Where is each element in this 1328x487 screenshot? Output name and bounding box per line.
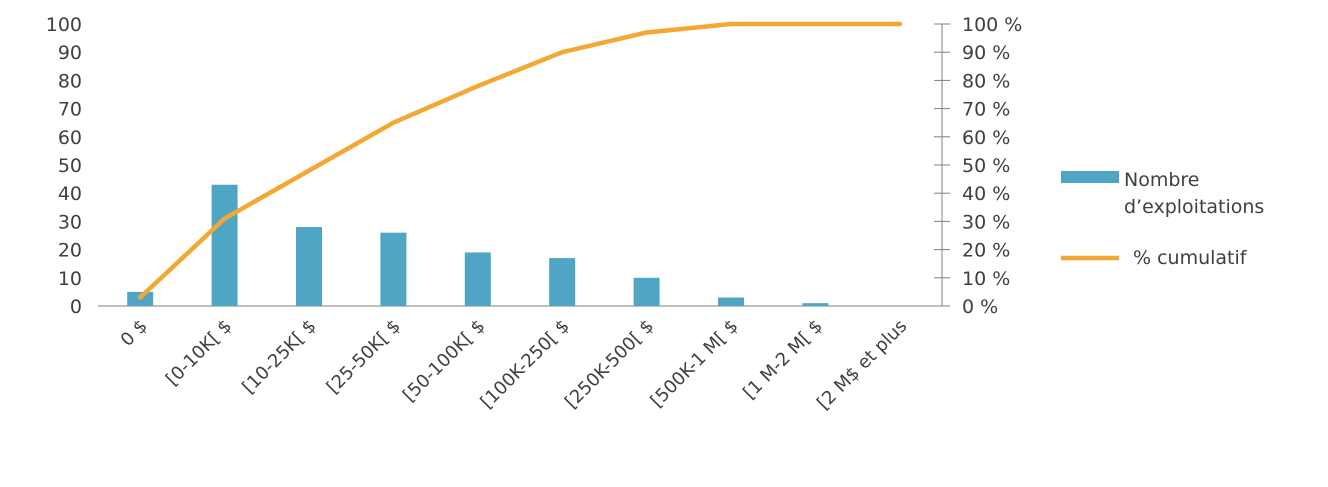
bar-4 [464,252,491,306]
y-right-tick-label: 80 % [962,70,1010,92]
y-left-tick-label: 30 [58,211,82,233]
y-right-tick-label: 20 % [962,240,1010,262]
x-category-label: [1 M-2 M[ $ [739,316,827,404]
y-right-tick-label: 0 % [962,296,998,318]
y-right-tick-label: 50 % [962,155,1010,177]
cumulative-point-6 [644,30,649,35]
cumulative-point-1 [222,216,227,221]
cumulative-point-3 [391,120,396,125]
cumulative-point-4 [475,83,480,89]
y-left-tick-label: 80 [58,70,82,92]
y-right-tick-label: 70 % [962,99,1010,121]
y-left-tick-label: 90 [58,42,82,64]
y-left-tick-label: 20 [58,240,82,262]
bar-6 [633,277,660,306]
y-right-tick-label: 10 % [962,268,1010,290]
cumulative-point-7 [728,21,734,27]
x-category-label: [100K-250[ $ [477,316,574,413]
bar-1 [211,184,238,306]
legend-line-label: % cumulatif [1133,247,1248,269]
x-category-label: [2 M$ et plus [813,316,911,414]
legend-bar-label-line2: d’exploitations [1124,196,1264,218]
cumulative-point-5 [560,50,565,55]
y-left-tick-label: 70 [58,99,82,121]
y-right-tick-label: 40 % [962,183,1010,205]
legend-bar-label-line1: Nombre [1124,169,1200,191]
y-left-tick-label: 10 [58,268,82,290]
bar-5 [549,258,576,306]
x-category-label: [500K-1 M[ $ [647,316,743,412]
y-left-tick-label: 60 [58,127,82,149]
cumulative-point-8 [813,21,818,27]
y-right-tick-label: 60 % [962,127,1010,149]
cumulative-point-2 [306,168,312,173]
x-category-label: 0 $ [117,316,152,351]
bar-8 [802,303,829,306]
x-category-label: [10-25K[ $ [238,316,320,398]
bar-3 [380,232,407,306]
legend-bar-swatch [1061,171,1119,183]
bar-2 [296,227,322,306]
cumulative-line [137,21,903,300]
y-left-tick-label: 0 [70,296,82,318]
bar-7 [718,297,744,306]
x-category-label: [25-50K[ $ [323,316,405,398]
y-right-tick-label: 100 % [962,14,1022,36]
cumulative-point-0 [138,295,143,300]
x-category-label: [250K-500[ $ [561,316,658,413]
x-category-label: [0-10K[ $ [162,316,236,390]
y-right-tick-label: 30 % [962,211,1010,233]
cumulative-point-9 [897,21,902,27]
y-left-tick-label: 50 [58,155,82,177]
y-left-tick-label: 40 [58,183,82,205]
y-left-tick-label: 100 [46,14,82,36]
y-right-tick-label: 90 % [962,42,1010,64]
x-category-label: [50-100K[ $ [399,316,489,406]
